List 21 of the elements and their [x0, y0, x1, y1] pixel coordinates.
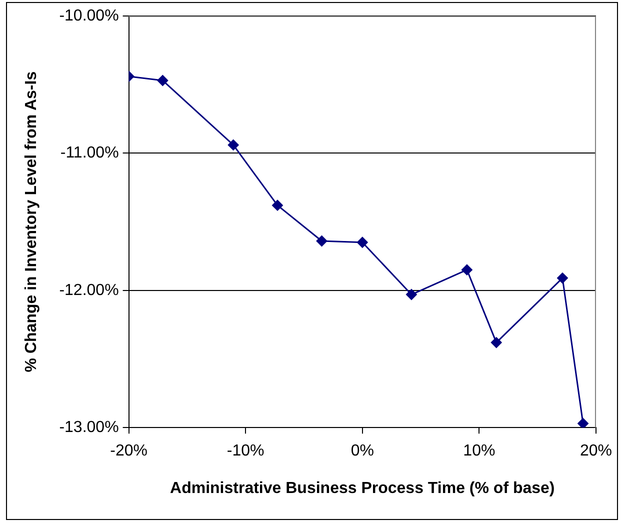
point: [316, 236, 328, 247]
x-axis-title: Administrative Business Process Time (% of base): [170, 480, 555, 497]
x-tick-label: 20%: [580, 442, 612, 460]
y-axis-title: % Change in Inventory Level from As-Is: [23, 71, 40, 372]
point: [356, 236, 368, 248]
y-tick-label: -13.00%: [59, 419, 119, 436]
x-tick-label: 10%: [463, 442, 496, 460]
y-tick-label: -12.00%: [59, 282, 119, 299]
point: [461, 264, 472, 276]
y-tick-label: -11.00%: [60, 144, 119, 162]
point: [272, 200, 283, 211]
point: [406, 289, 417, 300]
point: [578, 418, 589, 428]
point: [228, 139, 239, 150]
point: [556, 272, 568, 284]
x-tick-label: -20%: [110, 442, 148, 460]
point: [157, 74, 168, 86]
x-tick-label: -10%: [226, 442, 264, 460]
point: [490, 337, 502, 348]
y-tick-label: -10.00%: [59, 7, 119, 24]
x-tick-label: 0%: [350, 442, 374, 460]
